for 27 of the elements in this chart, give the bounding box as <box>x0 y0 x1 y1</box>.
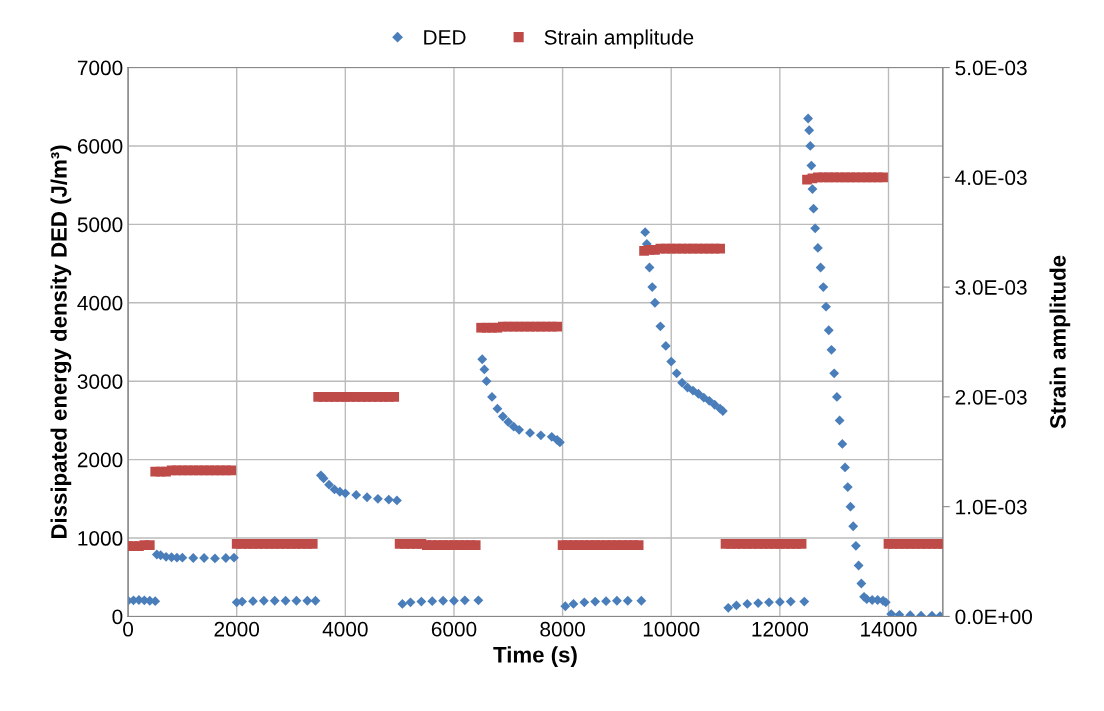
y2-axis-title: Strain amplitude <box>1049 255 1071 429</box>
x-tick-label: 6000 <box>431 621 477 637</box>
y-axis-title: Dissipated energy density DED (J/m³) <box>50 145 72 539</box>
y-tick-label: 5000 <box>77 217 123 233</box>
y-tick-label: 3000 <box>77 374 123 389</box>
y2-tick-label: 2.0E-03 <box>955 389 1027 405</box>
x-tick-label: 10000 <box>643 621 700 637</box>
y-tick-label: 2000 <box>77 452 123 468</box>
y-tick-label: 4000 <box>77 295 123 311</box>
y2-tick-label: 1.0E-03 <box>956 499 1027 515</box>
x-tick-label: 12000 <box>752 621 809 637</box>
x-tick-label: 0 <box>123 621 134 637</box>
y2-tick-label: 4.0E-03 <box>955 170 1027 186</box>
x-tick-label: 14000 <box>861 621 917 637</box>
y-tick-label: 1000 <box>78 531 123 546</box>
y-tick-label: 6000 <box>77 138 123 154</box>
y2-tick-label: 5.0E-03 <box>955 60 1027 76</box>
x-tick-label: 2000 <box>214 621 260 637</box>
y2-tick-label: 0.0E+00 <box>955 609 1032 625</box>
x-tick-label: 4000 <box>322 621 368 637</box>
legend-label: Strain amplitude <box>544 29 694 49</box>
y-tick-label: 7000 <box>77 60 123 76</box>
legend-label: DED <box>424 30 466 45</box>
y2-tick-label: 3.0E-03 <box>955 280 1027 295</box>
x-axis-title: Time (s) <box>493 646 577 667</box>
y-tick-label: 0 <box>112 609 123 625</box>
x-tick-label: 8000 <box>540 621 585 637</box>
